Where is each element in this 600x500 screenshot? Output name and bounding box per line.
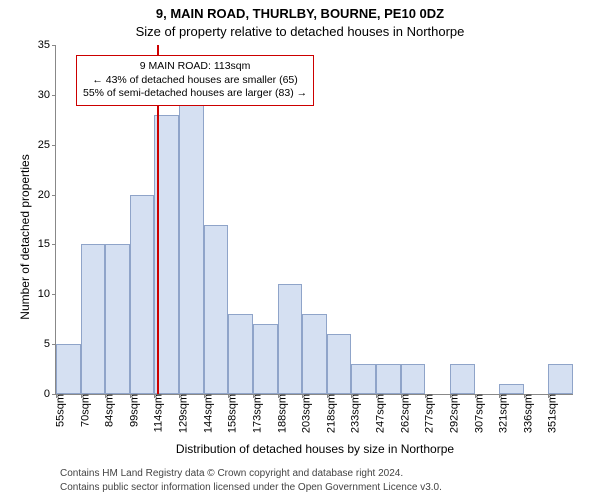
histogram-bar xyxy=(302,314,327,394)
y-axis-label: Number of detached properties xyxy=(18,137,32,337)
x-tick-label: 173sqm xyxy=(246,394,263,433)
histogram-bar xyxy=(401,364,426,394)
x-tick-label: 321sqm xyxy=(493,394,510,433)
annotation-line1: 9 MAIN ROAD: 113sqm xyxy=(83,60,307,74)
x-tick-label: 277sqm xyxy=(419,394,436,433)
x-tick-label: 99sqm xyxy=(123,394,140,427)
x-tick-label: 84sqm xyxy=(99,394,116,427)
histogram-bar xyxy=(450,364,475,394)
x-tick-label: 336sqm xyxy=(517,394,534,433)
x-tick-label: 247sqm xyxy=(370,394,387,433)
x-tick-label: 218sqm xyxy=(320,394,337,433)
footer-line1: Contains HM Land Registry data © Crown c… xyxy=(60,468,403,479)
histogram-bar xyxy=(278,284,303,394)
histogram-bar xyxy=(56,344,81,394)
y-tick-label: 10 xyxy=(20,288,56,300)
x-tick-label: 233sqm xyxy=(345,394,362,433)
x-tick-label: 262sqm xyxy=(394,394,411,433)
histogram-bar xyxy=(253,324,278,394)
y-tick-label: 25 xyxy=(20,139,56,151)
x-tick-label: 114sqm xyxy=(148,394,165,432)
histogram-bar xyxy=(105,244,130,394)
x-tick-label: 129sqm xyxy=(173,394,190,433)
annotation-line3: 55% of semi-detached houses are larger (… xyxy=(83,87,307,101)
x-tick-label: 307sqm xyxy=(468,394,485,433)
histogram-bar xyxy=(327,334,352,394)
footer-line2: Contains public sector information licen… xyxy=(60,482,442,493)
x-tick-label: 55sqm xyxy=(50,394,67,427)
histogram-bar xyxy=(130,195,155,394)
histogram-bar xyxy=(351,364,376,394)
x-tick-label: 70sqm xyxy=(74,394,91,427)
y-tick-label: 15 xyxy=(20,238,56,250)
y-tick-label: 35 xyxy=(20,39,56,51)
x-tick-label: 158sqm xyxy=(222,394,239,433)
histogram-bar xyxy=(376,364,401,394)
histogram-bar xyxy=(548,364,573,394)
x-tick-label: 203sqm xyxy=(296,394,313,433)
x-axis-label: Distribution of detached houses by size … xyxy=(60,442,570,456)
chart-title-subtitle: Size of property relative to detached ho… xyxy=(0,24,600,39)
x-tick-label: 144sqm xyxy=(197,394,214,433)
annotation-box: 9 MAIN ROAD: 113sqm← 43% of detached hou… xyxy=(76,55,314,106)
x-tick-label: 188sqm xyxy=(271,394,288,433)
x-tick-label: 292sqm xyxy=(443,394,460,433)
chart-title-address: 9, MAIN ROAD, THURLBY, BOURNE, PE10 0DZ xyxy=(0,6,600,21)
y-tick-label: 20 xyxy=(20,189,56,201)
y-tick-label: 5 xyxy=(20,338,56,350)
y-tick-label: 30 xyxy=(20,89,56,101)
histogram-bar xyxy=(179,105,204,394)
histogram-bar xyxy=(228,314,253,394)
annotation-line2: ← 43% of detached houses are smaller (65… xyxy=(83,74,307,88)
histogram-bar xyxy=(204,225,229,395)
plot-area: 0510152025303555sqm70sqm84sqm99sqm114sqm… xyxy=(55,45,573,395)
histogram-bar xyxy=(499,384,524,394)
x-tick-label: 351sqm xyxy=(542,394,559,433)
histogram-bar xyxy=(81,244,106,394)
